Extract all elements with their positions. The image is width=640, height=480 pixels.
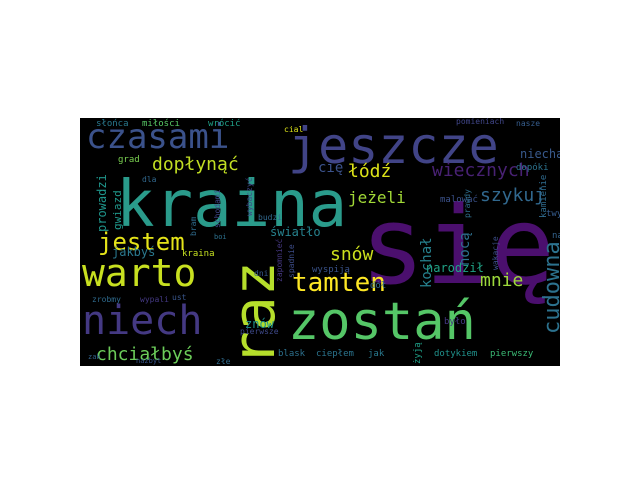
cloud-word: dla [142, 175, 157, 184]
cloud-word: malować [440, 195, 478, 205]
cloud-word: dół [370, 281, 387, 291]
cloud-word: snów [330, 244, 374, 265]
cloud-word: nazbyt [136, 357, 162, 365]
cloud-word: miłości [142, 119, 180, 129]
cloud-word: kraina [182, 249, 215, 259]
cloud-word: blask [278, 349, 306, 359]
cloud-word: narodził [426, 261, 484, 275]
cloud-word: cudowna [540, 241, 560, 334]
cloud-word: bram [189, 216, 198, 236]
cloud-word: cial [284, 125, 304, 134]
cloud-word: tamten [292, 268, 386, 298]
cloud-word: jak [368, 349, 385, 359]
cloud-word: zak [88, 353, 101, 361]
cloud-word: znów [245, 317, 274, 331]
cloud-word: schodami [213, 189, 222, 228]
cloud-word: złe [216, 357, 231, 366]
cloud-word: cię [318, 160, 344, 176]
cloud-word: mnie [480, 270, 524, 291]
cloud-word: zostań [288, 292, 476, 352]
cloud-word: budzi [258, 213, 283, 222]
cloud-word: żyją [413, 342, 423, 364]
cloud-word: jeszcze [288, 118, 499, 175]
cloud-word: pierwszy [490, 349, 534, 359]
cloud-word: światło [270, 225, 321, 239]
cloud-word: było [444, 317, 466, 327]
cloud-word: ust [172, 293, 187, 302]
cloud-word: dopóki [516, 163, 549, 173]
cloud-word: szykuj [480, 185, 546, 206]
cloud-word: kraina [116, 168, 348, 242]
cloud-word: dotykiem [434, 349, 478, 359]
cloud-word: nasze [516, 119, 541, 128]
cloud-word: zapomnieć [275, 238, 284, 282]
cloud-word: zrobmy [92, 295, 121, 304]
cloud-word: wiecznych [432, 160, 530, 181]
cloud-word: niechaj [520, 147, 560, 161]
cloud-word: słońca [96, 119, 129, 129]
cloud-word: grad [118, 155, 140, 165]
cloud-word: wyspiją [312, 265, 350, 275]
cloud-word: jestem [98, 228, 185, 256]
cloud-word: boi [214, 233, 227, 241]
cloud-word: pomieniach [456, 118, 505, 126]
cloud-word: wakacje [491, 236, 500, 270]
cloud-word: jeżeli [348, 188, 406, 207]
cloud-word: czasami [86, 118, 230, 157]
cloud-word: twym [546, 209, 560, 219]
cloud-word: pierwsze [240, 327, 279, 336]
cloud-word: wypali [140, 295, 169, 304]
cloud-word: ciepłem [316, 349, 354, 359]
cloud-word: chciałbyś [96, 344, 194, 365]
cloud-word: warto [82, 251, 197, 295]
cloud-word: dni [254, 269, 269, 278]
cloud-word: prawdy [463, 189, 472, 218]
cloud-word: nas [552, 231, 560, 241]
word-cloud: się kraina zostań jeszcze raz czasami wa… [80, 118, 560, 366]
cloud-word: prowadzi [95, 174, 109, 232]
cloud-word: spadnie [287, 244, 296, 278]
cloud-word: niech [82, 298, 203, 344]
cloud-word: wrócić [208, 119, 241, 129]
cloud-word: wybaczyć [245, 177, 254, 216]
cloud-word: się [360, 184, 556, 309]
cloud-word: łódź [348, 161, 392, 182]
cloud-word: gwiazd [111, 190, 124, 230]
cloud-word: dopłynąć [152, 154, 239, 175]
cloud-word: jakbyś [112, 245, 156, 259]
